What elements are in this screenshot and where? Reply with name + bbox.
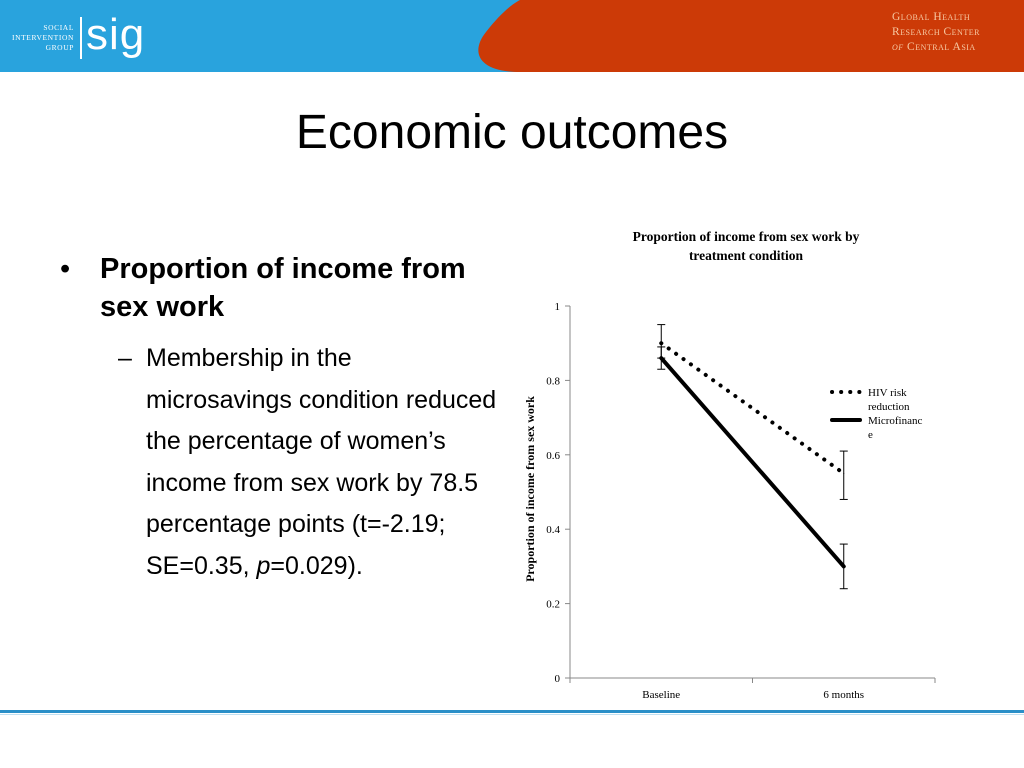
sig-logo: SOCIAL INTERVENTION GROUP sig bbox=[0, 10, 145, 62]
ghrc-line-1: Global Health bbox=[892, 11, 971, 23]
data-point bbox=[843, 565, 845, 567]
sig-logo-subtext: SOCIAL INTERVENTION GROUP bbox=[0, 23, 80, 53]
x-tick-label: 6 months bbox=[823, 689, 864, 701]
ghrc-central-asia: Central Asia bbox=[907, 41, 976, 53]
header-banner bbox=[0, 0, 1024, 72]
line-chart: Proportion of income from sex work by tr… bbox=[523, 229, 936, 701]
footer-rule-light bbox=[0, 714, 1024, 715]
y-tick-label: 0.2 bbox=[546, 599, 560, 611]
banner-background bbox=[0, 0, 1024, 72]
bullet-sub-post: =0.029). bbox=[270, 551, 363, 580]
bullet-dot: • bbox=[60, 253, 71, 285]
bullet-dash: – bbox=[118, 344, 132, 372]
slide-title: Economic outcomes bbox=[295, 106, 729, 159]
sig-logo-line-3: GROUP bbox=[45, 43, 74, 52]
data-point bbox=[660, 357, 662, 359]
series-line-1 bbox=[659, 341, 846, 476]
y-tick-label: 0.8 bbox=[546, 375, 560, 387]
footer-rule bbox=[0, 710, 1024, 713]
y-tick-label: 0.6 bbox=[546, 450, 560, 462]
x-tick-label: Baseline bbox=[642, 689, 680, 701]
data-point bbox=[843, 472, 845, 474]
bullet-sub-text: Membership in the microsavings condition… bbox=[146, 344, 497, 580]
sig-logo-word: sig bbox=[86, 10, 146, 59]
plot-area: 0 0.2 0.4 0.6 0.8 1 Baseline 6 months HIV risk re… bbox=[546, 301, 936, 701]
ghrc-line-3: of Central Asia bbox=[892, 40, 980, 55]
y-tick-label: 0 bbox=[555, 673, 561, 685]
sig-logo-line-2: INTERVENTION bbox=[11, 33, 74, 42]
ghrc-logo: Global Health Research Center of Central… bbox=[892, 10, 980, 55]
banner-orange-area bbox=[478, 0, 1024, 72]
y-tick-label: 1 bbox=[555, 301, 561, 313]
bullet-main-text: Proportion of income from sex work bbox=[100, 253, 466, 323]
bullet-main: • Proportion of income from sex work bbox=[60, 250, 500, 326]
ghrc-of: of bbox=[892, 41, 904, 53]
legend-label-2: Microfinanc bbox=[868, 415, 922, 427]
ghrc-line-2: Research Center bbox=[892, 26, 980, 38]
bullet-list: • Proportion of income from sex work – M… bbox=[60, 250, 500, 587]
y-axis-label: Proportion of income from sex work bbox=[523, 396, 537, 582]
chart-title-line-1: Proportion of income from sex work by bbox=[633, 229, 860, 244]
bullet-sub: – Membership in the microsavings conditi… bbox=[60, 338, 500, 587]
legend-label-1: HIV risk bbox=[868, 387, 907, 399]
legend-label-1: reduction bbox=[868, 401, 910, 413]
series-line-2 bbox=[659, 356, 846, 569]
data-point bbox=[660, 342, 662, 344]
legend-label-2: e bbox=[868, 429, 873, 441]
bullet-sub-p: p bbox=[256, 551, 271, 580]
sig-logo-divider bbox=[80, 17, 82, 59]
chart-title-line-2: treatment condition bbox=[689, 248, 804, 263]
sig-logo-line-1: SOCIAL bbox=[43, 23, 74, 32]
y-tick-label: 0.4 bbox=[546, 524, 560, 536]
